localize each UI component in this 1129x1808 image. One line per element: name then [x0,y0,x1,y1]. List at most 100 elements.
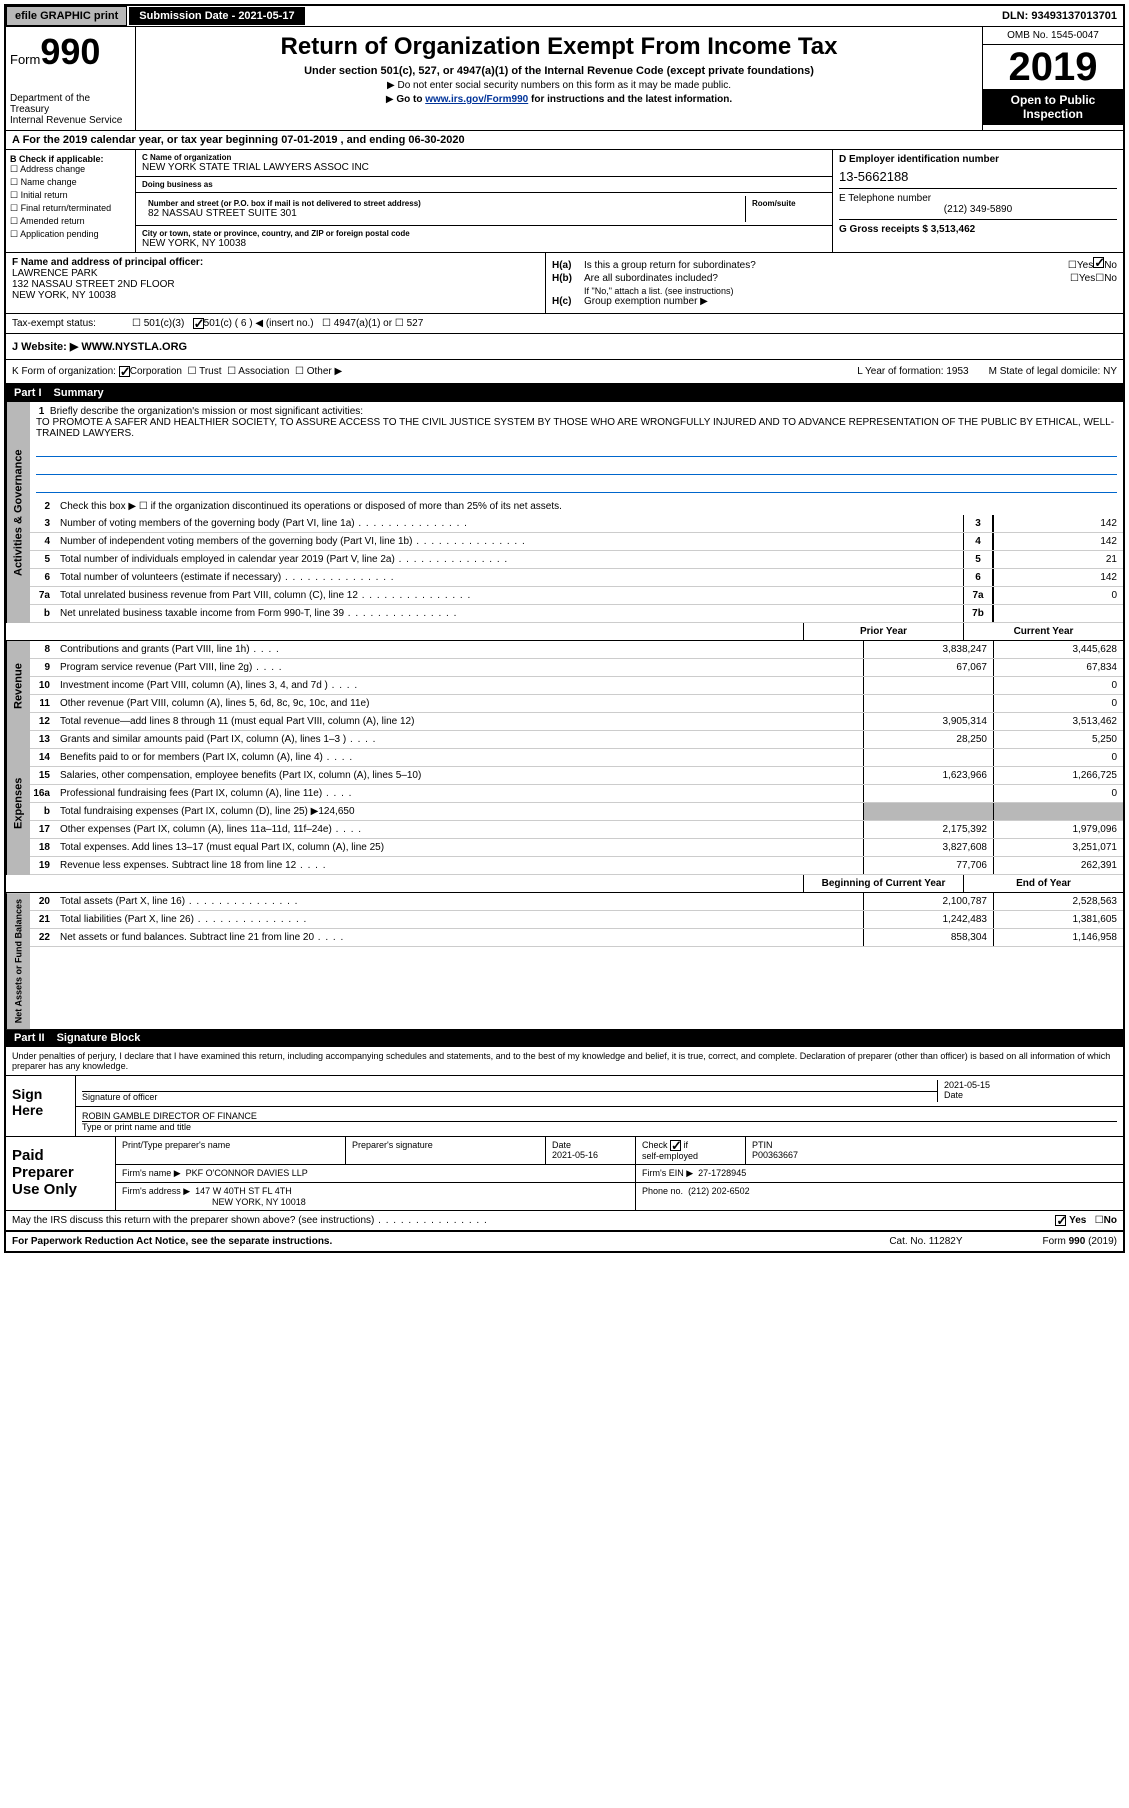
chk-app[interactable]: ☐ Application pending [10,229,131,240]
hb-no[interactable]: ☐No [1095,273,1117,284]
line-3: 3 Number of voting members of the govern… [30,515,1123,533]
ln17-text: Other expenses (Part IX, column (A), lin… [56,822,863,837]
form-header: Form990 Department of the TreasuryIntern… [6,27,1123,131]
ln21-text: Total liabilities (Part X, line 26) [56,912,863,927]
line-2: 2 Check this box ▶ ☐ if the organization… [30,497,1123,515]
ha-yes[interactable]: ☐Yes [1068,260,1093,271]
discuss-no[interactable]: ☐No [1095,1215,1117,1226]
addr-street: Number and street (or P.O. box if mail i… [142,196,746,222]
chk-address[interactable]: ☐ Address change [10,164,131,175]
mission-label: Briefly describe the organization's miss… [50,406,363,417]
officer-addr2: NEW YORK, NY 10038 [12,290,116,301]
department: Department of the TreasuryInternal Reven… [10,93,131,126]
prep-line-1: Print/Type preparer's name Preparer's si… [116,1137,1123,1165]
goto-prefix: Go to [396,94,425,105]
ln13-text: Grants and similar amounts paid (Part IX… [56,732,863,747]
prep-line-2: Firm's name ▶ PKF O'CONNOR DAVIES LLP Fi… [116,1165,1123,1183]
chk-name[interactable]: ☐ Name change [10,177,131,188]
f-label: F Name and address of principal officer: [12,257,203,268]
line-9: 9 Program service revenue (Part VIII, li… [30,659,1123,677]
line-7b: b Net unrelated business taxable income … [30,605,1123,623]
sig-name-label: Type or print name and title [82,1122,191,1132]
ln14-text: Benefits paid to or for members (Part IX… [56,750,863,765]
k-trust[interactable]: ☐ Trust [188,366,222,377]
ln8-c: 3,445,628 [993,641,1123,658]
officer-name: LAWRENCE PARK [12,268,98,279]
hb-yes[interactable]: ☐Yes [1070,273,1095,284]
revenue-section: Revenue 8 Contributions and grants (Part… [6,641,1123,731]
ein-label: D Employer identification number [839,154,999,165]
sig-name-cell: ROBIN GAMBLE DIRECTOR OF FINANCE Type or… [82,1111,1117,1132]
dln-number: DLN: 93493137013701 [996,7,1123,25]
ln2-num: 2 [30,501,56,512]
ln16a-p [863,785,993,802]
ln15-c: 1,266,725 [993,767,1123,784]
suite-label: Room/suite [752,199,820,208]
discuss-yes-check[interactable] [1055,1215,1066,1226]
submission-date: Submission Date - 2021-05-17 [129,7,304,25]
chk-amended[interactable]: ☐ Amended return [10,216,131,227]
year-header-rev: Prior Year Current Year [6,623,1123,641]
ln12-text: Total revenue—add lines 8 through 11 (mu… [56,714,863,729]
mission-text: TO PROMOTE A SAFER AND HEALTHIER SOCIETY… [36,417,1114,439]
opt-501c-check[interactable] [193,318,204,329]
ln10-text: Investment income (Part VIII, column (A)… [56,678,863,693]
ln16b-num: b [30,806,56,817]
ln19-p: 77,706 [863,857,993,874]
part2-num: Part II [14,1032,45,1044]
sig-declaration: Under penalties of perjury, I declare th… [6,1047,1123,1075]
ha-text: Is this a group return for subordinates? [584,260,1068,271]
ln4-text: Number of independent voting members of … [56,534,963,549]
ln8-text: Contributions and grants (Part VIII, lin… [56,642,863,657]
top-bar: efile GRAPHIC print Submission Date - 20… [6,6,1123,27]
ha-no-check[interactable] [1093,257,1104,268]
prep-sig-label: Preparer's signature [346,1137,546,1164]
opt-4947[interactable]: ☐ 4947(a)(1) or [322,318,392,329]
ln9-text: Program service revenue (Part VIII, line… [56,660,863,675]
header-right: OMB No. 1545-0047 2019 Open to PublicIns… [983,27,1123,130]
sig-field[interactable] [82,1080,937,1092]
gross-row: G Gross receipts $ 3,513,462 [839,219,1117,235]
chk-initial[interactable]: ☐ Initial return [10,190,131,201]
ln5-num: 5 [30,554,56,565]
ln3-val: 142 [993,515,1123,532]
line-5: 5 Total number of individuals employed i… [30,551,1123,569]
dba-row: Doing business as [136,177,832,193]
self-emp-check[interactable] [670,1140,681,1151]
omb-number: OMB No. 1545-0047 [983,27,1123,45]
ln22-p: 858,304 [863,929,993,946]
ln6-val: 142 [993,569,1123,586]
ln20-p: 2,100,787 [863,893,993,910]
part1-header: Part I Summary [6,384,1123,402]
k-assoc[interactable]: ☐ Association [227,366,289,377]
preparer-label: PaidPreparerUse Only [6,1137,116,1210]
firm-phone: Phone no. (212) 202-6502 [636,1183,1123,1210]
line-4: 4 Number of independent voting members o… [30,533,1123,551]
ln12-p: 3,905,314 [863,713,993,730]
line-10: 10 Investment income (Part VIII, column … [30,677,1123,695]
ln9-c: 67,834 [993,659,1123,676]
ln3-num: 3 [30,518,56,529]
city-value: NEW YORK, NY 10038 [142,238,826,249]
year-formed: L Year of formation: 1953 [857,366,968,377]
expenses-body: 13 Grants and similar amounts paid (Part… [30,731,1123,875]
ln16b-text: Total fundraising expenses (Part IX, col… [56,804,863,819]
ln5-box: 5 [963,551,993,568]
efile-button[interactable]: efile GRAPHIC print [6,6,127,26]
phone-row: E Telephone number (212) 349-5890 [839,188,1117,215]
note-ssn: ▶ Do not enter social security numbers o… [142,80,976,91]
ln17-p: 2,175,392 [863,821,993,838]
chk-final[interactable]: ☐ Final return/terminated [10,203,131,214]
section-h: H(a) Is this a group return for subordin… [546,253,1123,313]
hc-text: Group exemption number ▶ [584,296,708,307]
irs-link[interactable]: www.irs.gov/Form990 [425,94,528,105]
ln18-c: 3,251,071 [993,839,1123,856]
ln18-num: 18 [30,842,56,853]
k-other[interactable]: ☐ Other ▶ [295,366,342,377]
ln7b-val [993,605,1123,622]
expenses-section: Expenses 13 Grants and similar amounts p… [6,731,1123,875]
opt-501c3[interactable]: ☐ 501(c)(3) [132,318,184,329]
suite-cell: Room/suite [746,196,826,222]
k-corp-check[interactable] [119,366,130,377]
opt-527[interactable]: ☐ 527 [395,318,423,329]
